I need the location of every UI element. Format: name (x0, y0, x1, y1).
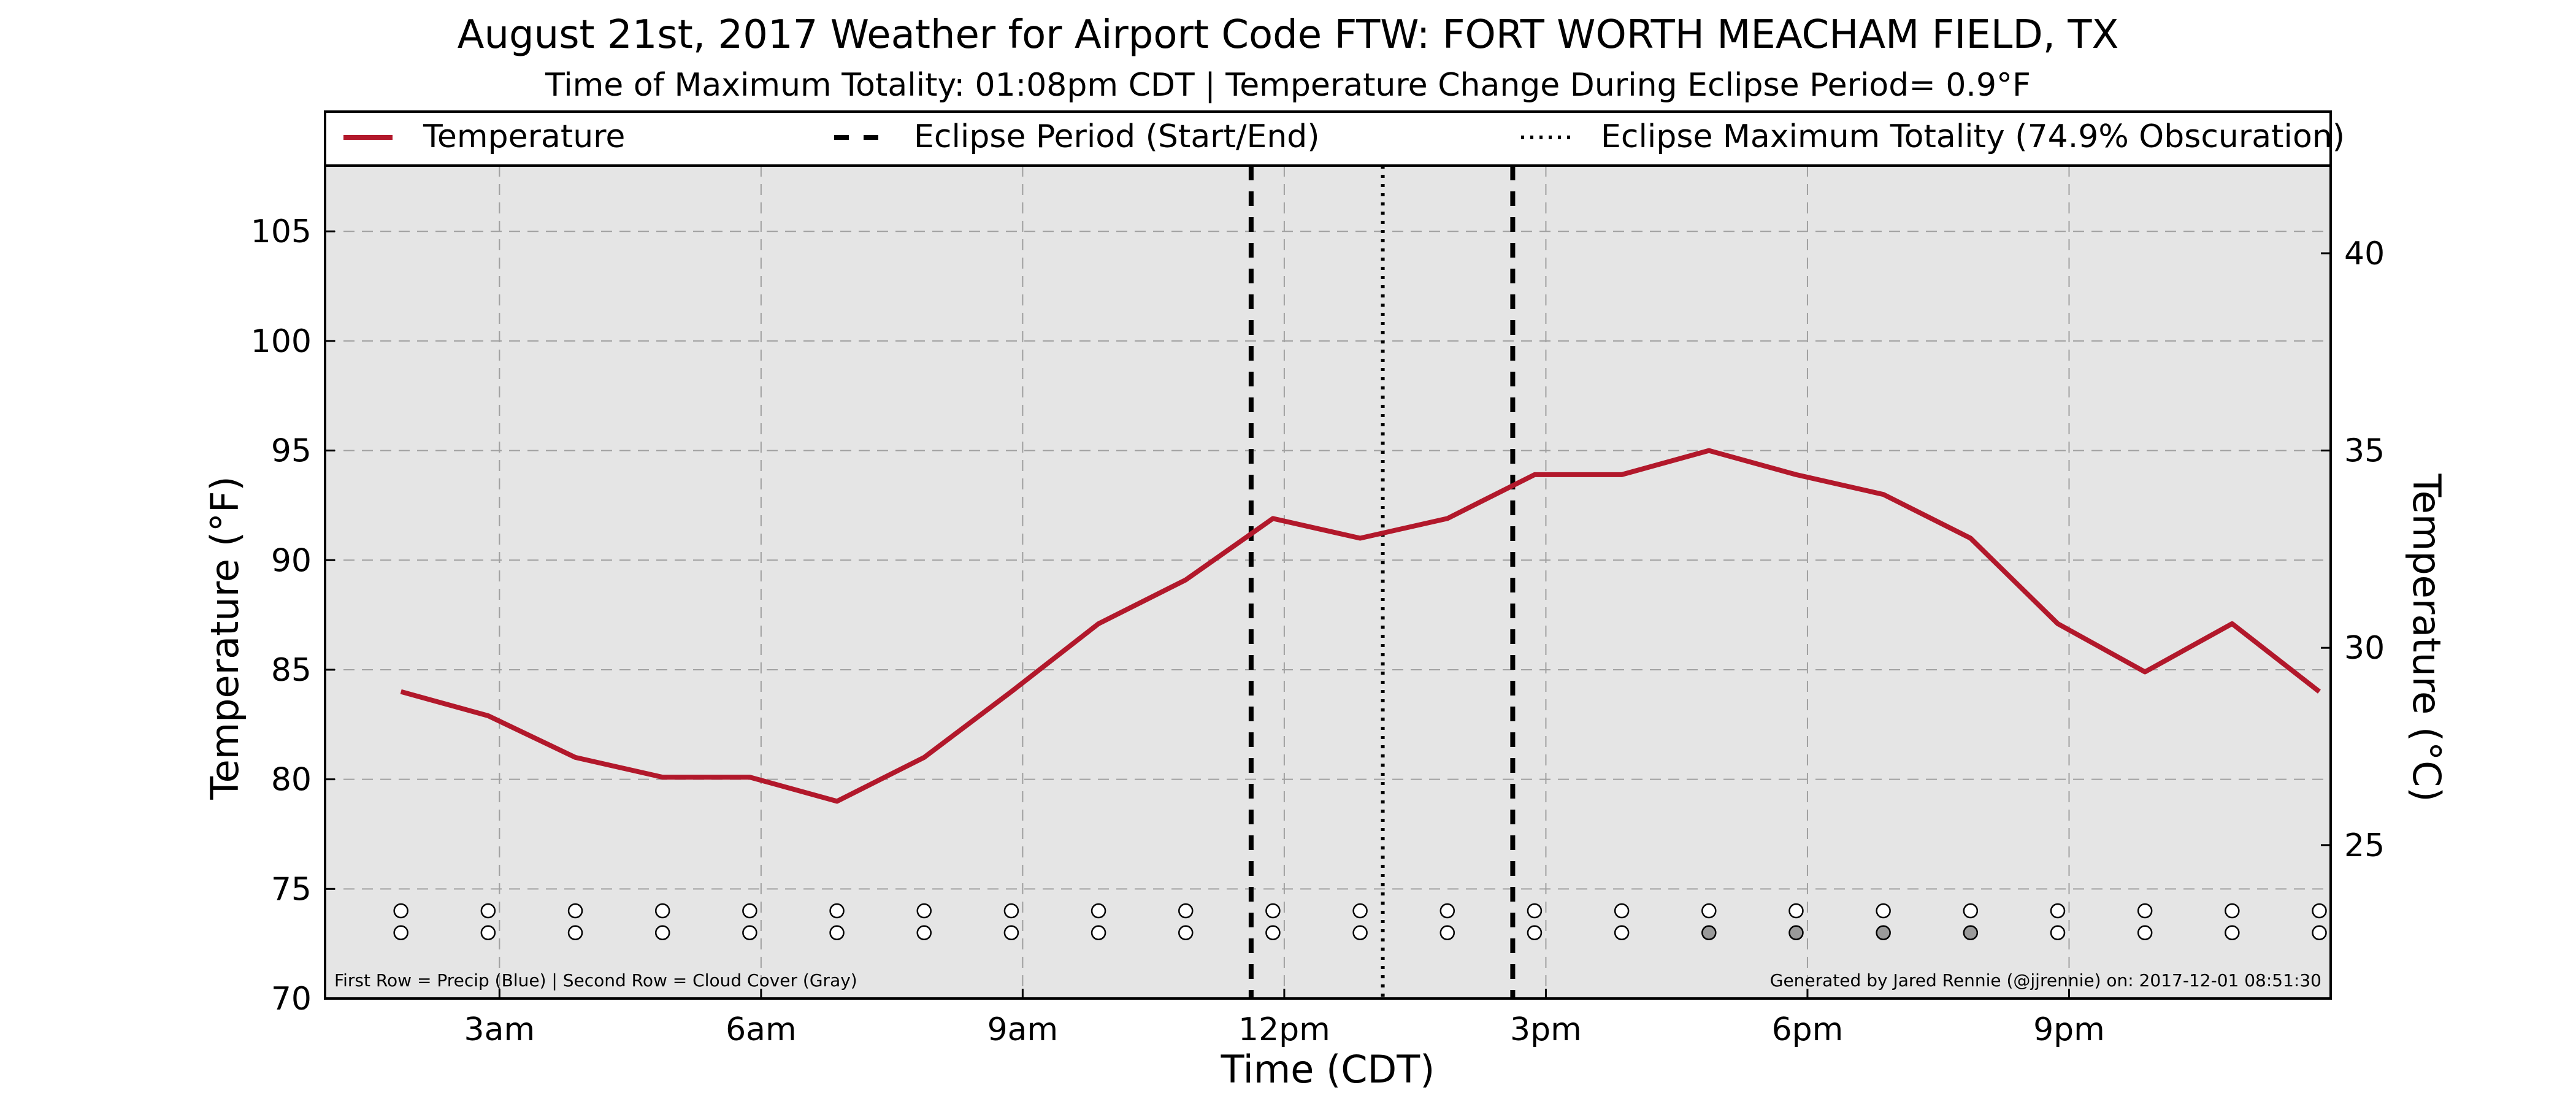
y-tick-label-left: 105 (251, 213, 312, 250)
legend: Temperature Eclipse Period (Start/End) E… (343, 118, 2345, 155)
y-tick-label-left: 95 (271, 433, 312, 470)
y-axis-title-right: Temperature (°C) (2404, 473, 2449, 802)
x-tick-label: 3am (464, 1011, 535, 1048)
precip-marker (480, 903, 496, 919)
y-tick-label-right: 40 (2344, 236, 2385, 272)
precip-marker (2225, 903, 2240, 919)
precip-marker (1091, 903, 1106, 919)
footnote-right: Generated by Jared Rennie (@jjrennie) on… (1770, 970, 2321, 991)
cloud-cover-marker (1614, 925, 1630, 941)
precip-marker (742, 903, 757, 919)
cloud-cover-marker (1265, 925, 1281, 941)
precip-marker (567, 903, 583, 919)
precip-marker (1352, 903, 1368, 919)
precip-marker (393, 903, 408, 919)
legend-label-temperature: Temperature (423, 118, 625, 155)
cloud-cover-marker (1963, 925, 1979, 941)
x-tick-label: 3pm (1510, 1011, 1582, 1048)
y-tick-label-right: 30 (2344, 630, 2385, 667)
precip-marker (2050, 903, 2066, 919)
precip-marker (1178, 903, 1194, 919)
precip-marker (654, 903, 670, 919)
chart-subtitle: Time of Maximum Totality: 01:08pm CDT | … (545, 67, 2031, 104)
y-tick-label-left: 70 (271, 981, 312, 1018)
cloud-cover-marker (480, 925, 496, 941)
y-tick-label-left: 90 (271, 542, 312, 579)
temperature-line (400, 448, 2321, 804)
x-tick-label: 9am (987, 1011, 1059, 1048)
y-tick-label-right: 35 (2344, 433, 2385, 470)
precip-marker (1876, 903, 1891, 919)
y-tick-label-left: 85 (271, 652, 312, 689)
precip-marker (1701, 903, 1717, 919)
cloud-cover-marker (1352, 925, 1368, 941)
chart-title: August 21st, 2017 Weather for Airport Co… (458, 12, 2119, 58)
precip-marker (1439, 903, 1455, 919)
cloud-cover-marker (1876, 925, 1891, 941)
precip-marker (1003, 903, 1019, 919)
y-tick-label-left: 80 (271, 762, 312, 799)
precip-marker (1963, 903, 1979, 919)
footnote-left: First Row = Precip (Blue) | Second Row =… (334, 970, 857, 991)
precip-marker (1788, 903, 1804, 919)
precip-marker (1614, 903, 1630, 919)
x-tick-label: 6am (726, 1011, 797, 1048)
cloud-cover-marker (2312, 925, 2327, 941)
cloud-cover-marker (2137, 925, 2153, 941)
cloud-cover-marker (393, 925, 408, 941)
cloud-cover-marker (1003, 925, 1019, 941)
y-axis-title-left: Temperature (°F) (202, 476, 247, 800)
cloud-cover-marker (742, 925, 757, 941)
cloud-cover-marker (829, 925, 845, 941)
precip-marker (1265, 903, 1281, 919)
x-axis-title: Time (CDT) (1221, 1047, 1435, 1092)
cloud-cover-marker (2225, 925, 2240, 941)
cloud-cover-marker (2050, 925, 2066, 941)
cloud-cover-marker (1527, 925, 1543, 941)
cloud-cover-marker (567, 925, 583, 941)
precip-marker (829, 903, 845, 919)
y-tick-label-left: 100 (251, 323, 312, 360)
legend-label-eclipse-period: Eclipse Period (Start/End) (914, 118, 1320, 155)
cloud-cover-marker (1439, 925, 1455, 941)
legend-box (324, 110, 2332, 167)
precip-marker (1527, 903, 1543, 919)
precip-marker (2312, 903, 2327, 919)
cloud-cover-marker (1788, 925, 1804, 941)
precip-marker (2137, 903, 2153, 919)
x-tick-label: 9pm (2033, 1011, 2105, 1048)
legend-label-max-totality: Eclipse Maximum Totality (74.9% Obscurat… (1601, 118, 2345, 155)
cloud-cover-marker (1091, 925, 1106, 941)
cloud-cover-marker (916, 925, 932, 941)
cloud-cover-marker (654, 925, 670, 941)
precip-marker (916, 903, 932, 919)
plot-area (325, 166, 2331, 999)
x-tick-label: 6pm (1772, 1011, 1844, 1048)
cloud-cover-marker (1178, 925, 1194, 941)
y-tick-label-right: 25 (2344, 827, 2385, 864)
cloud-cover-marker (1701, 925, 1717, 941)
y-tick-label-left: 75 (271, 871, 312, 908)
x-tick-label: 12pm (1238, 1011, 1330, 1048)
